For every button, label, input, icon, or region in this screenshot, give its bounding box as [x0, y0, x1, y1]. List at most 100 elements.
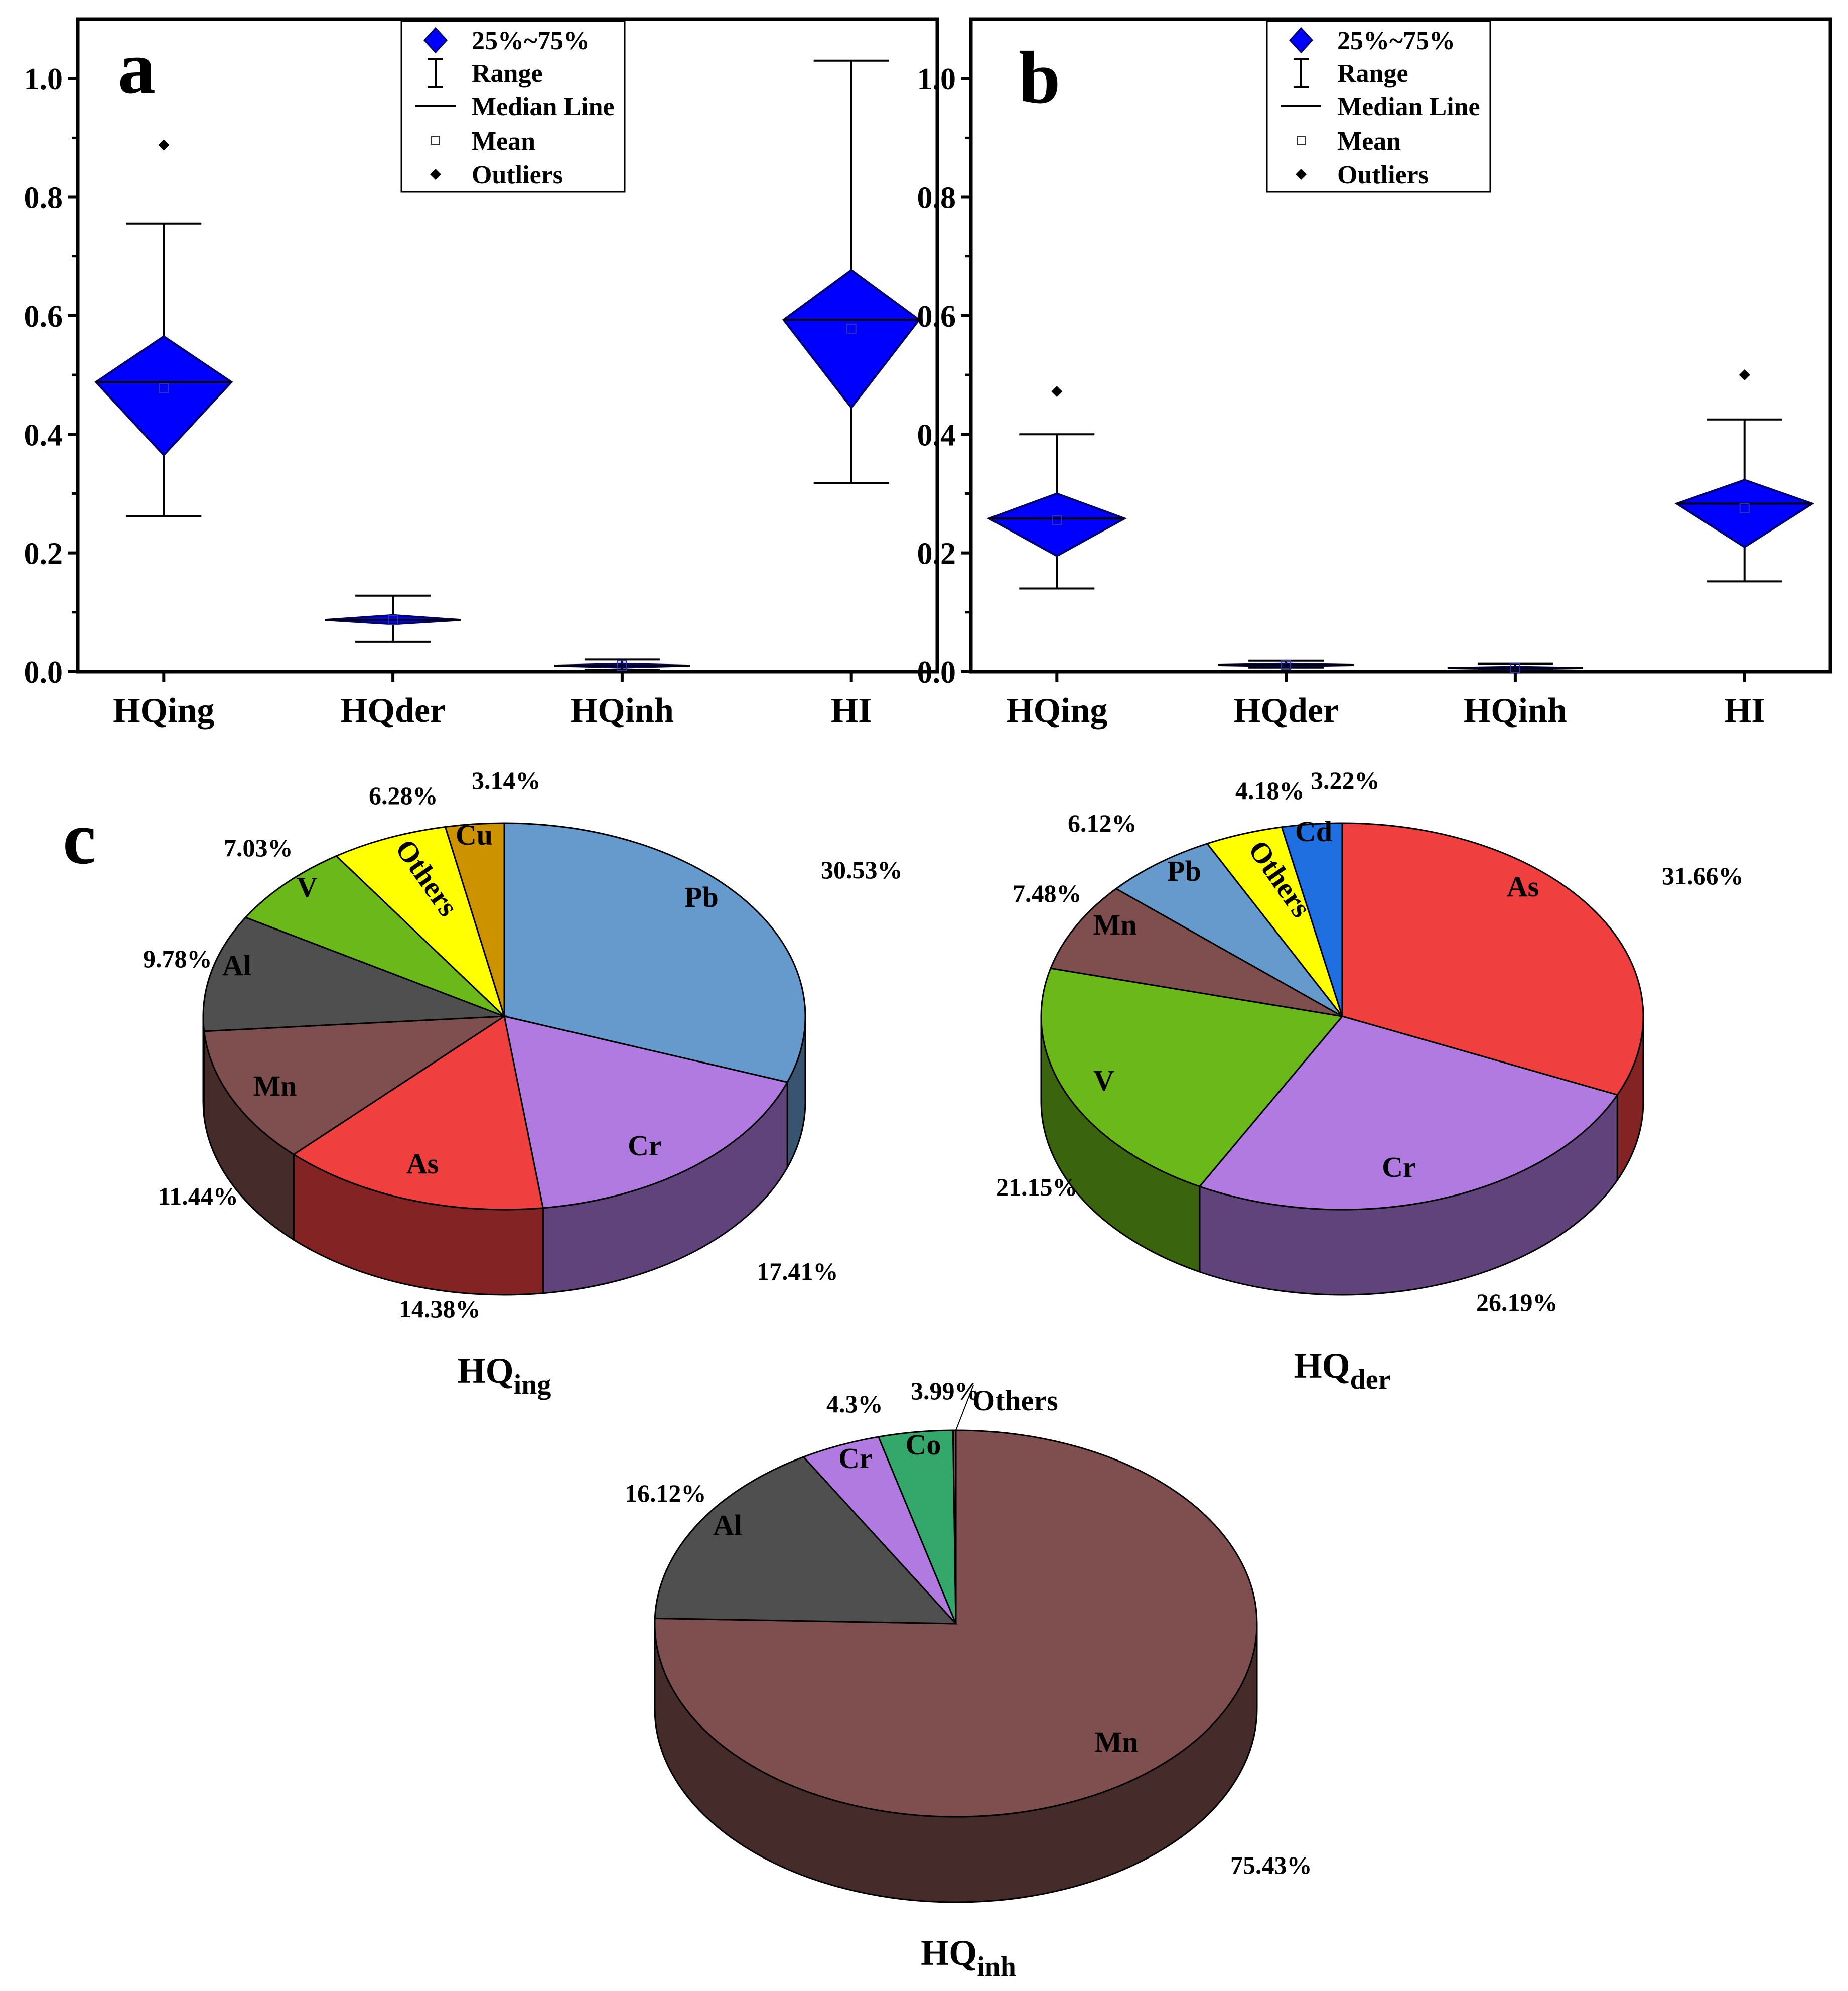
- slice-label: Mn: [1095, 1725, 1139, 1758]
- pie-title-sub: ing: [514, 1369, 551, 1400]
- y-tick-label: 0.0: [917, 655, 956, 690]
- slice-label: Al: [222, 949, 251, 982]
- outlier-point: [158, 139, 170, 151]
- slice-label: Others: [972, 1384, 1058, 1417]
- slice-percent: 31.66%: [1662, 862, 1744, 890]
- y-tick-label: 1.0: [24, 62, 63, 96]
- box-HI: [1674, 369, 1815, 583]
- slice-label: As: [406, 1147, 439, 1180]
- iqr-diamond: [782, 269, 921, 410]
- slice-label: Al: [713, 1509, 742, 1541]
- y-tick-label: 0.2: [24, 537, 63, 571]
- legend-label: Outliers: [472, 161, 563, 189]
- slice-percent: 6.28%: [369, 781, 438, 810]
- legend-label: Outliers: [1337, 161, 1429, 189]
- y-tick-label: 1.0: [917, 62, 956, 96]
- pie-slice-Cd: [1281, 822, 1343, 1017]
- slice-percent: 6.12%: [1068, 809, 1137, 837]
- legend-mean-icon: [1297, 136, 1306, 145]
- box-HQinh: [1447, 662, 1583, 673]
- legend-label: Range: [1337, 59, 1408, 88]
- pie-title-main: HQ: [1294, 1346, 1350, 1386]
- mean-marker: [1281, 660, 1292, 670]
- pie-slice-Pb: [1114, 843, 1343, 1017]
- slice-label: Mn: [253, 1070, 297, 1102]
- slice-label: Cr: [838, 1442, 873, 1475]
- pie-slice-Mn: [1049, 887, 1343, 1017]
- panel-label-c: c: [63, 797, 96, 880]
- legend-label: 25%~75%: [1337, 27, 1455, 55]
- pie-slice-Al: [202, 916, 505, 1032]
- pie-slice-Pb: [503, 822, 806, 1083]
- slice-label: Co: [906, 1428, 941, 1461]
- pie-top: [1040, 822, 1644, 1211]
- box-panel-b: 0.0 0.2 0.4 0.6 0.8 1.0 HQing HQder HQinh HI b 25%~…: [917, 17, 1832, 730]
- pie-chart-panels: c Pb 30.53% Cr 17.41% As 14.38% Mn 11.44% Al 9.78%…: [63, 766, 1744, 1982]
- pie-title-main: HQ: [458, 1351, 514, 1391]
- pie-slice-Mn: [203, 1015, 507, 1155]
- pie-title: HQinh: [921, 1933, 1016, 1982]
- y-tick-label: 0.8: [917, 181, 956, 215]
- box-HI: [782, 59, 921, 484]
- slice-percent: 75.43%: [1230, 1851, 1312, 1879]
- legend-diamond-icon: [423, 27, 448, 54]
- plot-frame: [969, 17, 1832, 674]
- slice-label: Cd: [1295, 815, 1332, 848]
- pie-slice-As: [1341, 822, 1644, 1096]
- y-tick-label: 0.8: [24, 181, 63, 215]
- legend-outlier-icon: [430, 169, 441, 180]
- mean-marker: [1510, 662, 1520, 673]
- slice-percent: 30.53%: [821, 856, 903, 884]
- pie-der: As 31.66%Cr26.19%V21.15%Mn7.48%Pb6.12%Oth…: [996, 766, 1744, 1395]
- slice-percent: 7.48%: [1013, 879, 1082, 907]
- pie-slice-Cr: [1198, 1015, 1619, 1211]
- pie-slice-Mn: [654, 1429, 1258, 1818]
- x-category-label: HQing: [1006, 691, 1107, 730]
- slice-label: Pb: [1167, 855, 1201, 887]
- slice-percent: 11.44%: [158, 1182, 238, 1210]
- pie-title: HQder: [1294, 1346, 1391, 1395]
- legend-label: 25%~75%: [472, 27, 590, 55]
- legend-label: Mean: [472, 127, 535, 156]
- slice-label: Cr: [1382, 1151, 1416, 1183]
- slice-label: V: [1093, 1064, 1114, 1097]
- mean-marker: [159, 383, 169, 393]
- legend-label: Range: [472, 59, 543, 88]
- pie-slice-Others: [952, 1429, 957, 1624]
- pie-slice-Al: [654, 1456, 958, 1625]
- pie-slice-As: [292, 1015, 544, 1211]
- mean-marker: [1052, 515, 1062, 525]
- slice-percent: 3.14%: [472, 766, 541, 794]
- slice-label: Cr: [628, 1129, 662, 1162]
- slice-percent: 26.19%: [1476, 1288, 1558, 1316]
- pie-title-main: HQ: [921, 1933, 977, 1973]
- legend: 25%~75% Range Median Line Mean Outliers: [1266, 20, 1491, 193]
- y-tick-label: 0.6: [917, 300, 956, 334]
- slice-label: Mn: [1093, 908, 1137, 941]
- legend-label: Median Line: [1337, 93, 1480, 121]
- x-category-label: HQinh: [571, 691, 674, 730]
- x-category-label: HI: [831, 691, 872, 730]
- mean-marker: [388, 615, 398, 625]
- box-panel-a: 0.0 0.2 0.4 0.6 0.8 1.0 HQing HQder HQinh HI a 25%~…: [24, 17, 939, 730]
- y-tick-label: 0.4: [24, 418, 63, 452]
- plot-frame: [76, 17, 939, 674]
- pie-slice-V: [244, 855, 505, 1017]
- pie-top: [654, 1429, 1258, 1818]
- panel-label-a: a: [118, 26, 156, 109]
- iqr-diamond: [1674, 479, 1815, 549]
- slice-label: V: [297, 871, 318, 903]
- pie-top: [202, 822, 806, 1211]
- mean-marker: [1739, 503, 1750, 513]
- x-category-label: HQder: [1233, 691, 1339, 730]
- slice-percent: 3.22%: [1311, 766, 1380, 794]
- mean-marker: [617, 660, 627, 671]
- y-tick-label: 0.0: [24, 655, 63, 690]
- pie-slice-Others: [335, 826, 506, 1019]
- slice-label: Pb: [684, 881, 719, 913]
- slice-percent: 17.41%: [757, 1257, 838, 1285]
- legend-diamond-icon: [1289, 27, 1314, 54]
- outlier-point: [1739, 369, 1750, 381]
